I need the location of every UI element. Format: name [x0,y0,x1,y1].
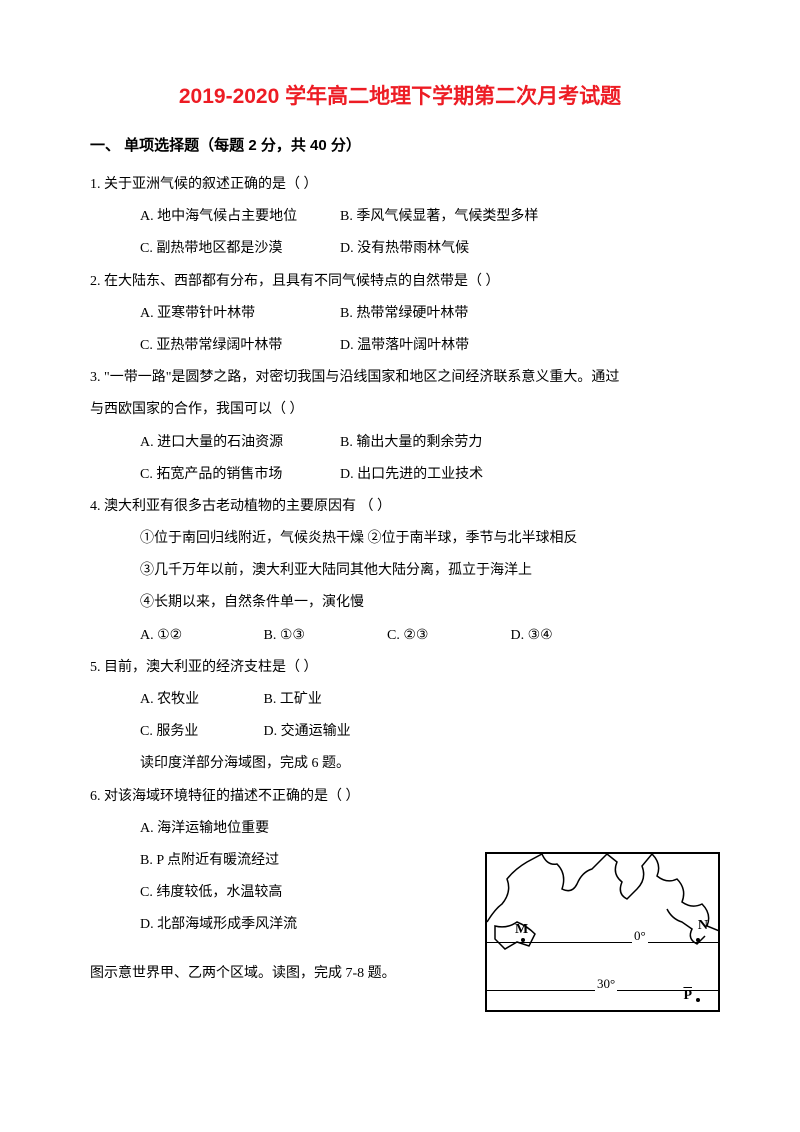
q5-option-b: B. 工矿业 [264,684,384,716]
q4-text: 4. 澳大利亚有很多古老动植物的主要原因有 （ ） [90,491,710,523]
q6-text: 6. 对该海域环境特征的描述不正确的是（ ） [90,781,710,813]
map-label-30: 30° [595,976,617,992]
question-5: 5. 目前，澳大利亚的经济支柱是（ ） A. 农牧业 B. 工矿业 C. 服务业… [90,652,710,781]
q4-option-d: D. ③④ [511,620,631,652]
map-frame: 0° 30° M N P [485,852,720,1012]
map-point-n-label: N [698,918,708,934]
map-equator-line [487,942,718,943]
map-point-n-dot [696,938,700,942]
map-point-m-label: M [515,922,528,938]
q4-line1: ①位于南回归线附近，气候炎热干燥 ②位于南半球，季节与北半球相反 [90,523,710,555]
section-header: 一、 单项选择题（每题 2 分，共 40 分） [90,134,710,155]
q5-option-a: A. 农牧业 [140,684,260,716]
question-1: 1. 关于亚洲气候的叙述正确的是（ ） A. 地中海气候占主要地位 B. 季风气… [90,169,710,266]
q6-option-a: A. 海洋运输地位重要 [90,813,710,845]
q1-option-a: A. 地中海气候占主要地位 [140,201,340,233]
q2-text: 2. 在大陆东、西部都有分布，且具有不同气候特点的自然带是（ ） [90,266,710,298]
q5-option-c: C. 服务业 [140,716,260,748]
q2-option-d: D. 温带落叶阔叶林带 [340,330,540,362]
map-figure: 0° 30° M N P [485,852,720,1012]
exam-title: 2019-2020 学年高二地理下学期第二次月考试题 [90,80,710,110]
question-4: 4. 澳大利亚有很多古老动植物的主要原因有 （ ） ①位于南回归线附近，气候炎热… [90,491,710,652]
q3-text1: 3. "一带一路"是圆梦之路，对密切我国与沿线国家和地区之间经济联系意义重大。通… [90,362,710,394]
map-point-p-label: P [683,988,692,1004]
q1-option-b: B. 季风气候显著，气候类型多样 [340,201,570,233]
q4-line3: ④长期以来，自然条件单一，演化慢 [90,587,710,619]
q2-option-c: C. 亚热带常绿阔叶林带 [140,330,340,362]
q1-option-c: C. 副热带地区都是沙漠 [140,233,340,265]
q2-option-a: A. 亚寒带针叶林带 [140,298,340,330]
q3-option-b: B. 输出大量的剩余劳力 [340,427,570,459]
q3-option-d: D. 出口先进的工业技术 [340,459,540,491]
question-3: 3. "一带一路"是圆梦之路，对密切我国与沿线国家和地区之间经济联系意义重大。通… [90,362,710,491]
q1-option-d: D. 没有热带雨林气候 [340,233,540,265]
q4-line2: ③几千万年以前，澳大利亚大陆同其他大陆分离，孤立于海洋上 [90,555,710,587]
q3-option-c: C. 拓宽产品的销售市场 [140,459,340,491]
question-2: 2. 在大陆东、西部都有分布，且具有不同气候特点的自然带是（ ） A. 亚寒带针… [90,266,710,363]
map-point-m-dot [521,938,525,942]
q3-text2: 与西欧国家的合作，我国可以（ ） [90,394,710,426]
q5-option-d: D. 交通运输业 [264,716,384,748]
q4-option-a: A. ①② [140,620,260,652]
q2-option-b: B. 热带常绿硬叶林带 [340,298,570,330]
q4-option-c: C. ②③ [387,620,507,652]
q4-option-b: B. ①③ [264,620,384,652]
q5-text: 5. 目前，澳大利亚的经济支柱是（ ） [90,652,710,684]
map-point-p-dot [696,998,700,1002]
q3-option-a: A. 进口大量的石油资源 [140,427,340,459]
q5-note: 读印度洋部分海域图，完成 6 题。 [90,748,710,780]
q1-text: 1. 关于亚洲气候的叙述正确的是（ ） [90,169,710,201]
map-label-0: 0° [632,928,648,944]
